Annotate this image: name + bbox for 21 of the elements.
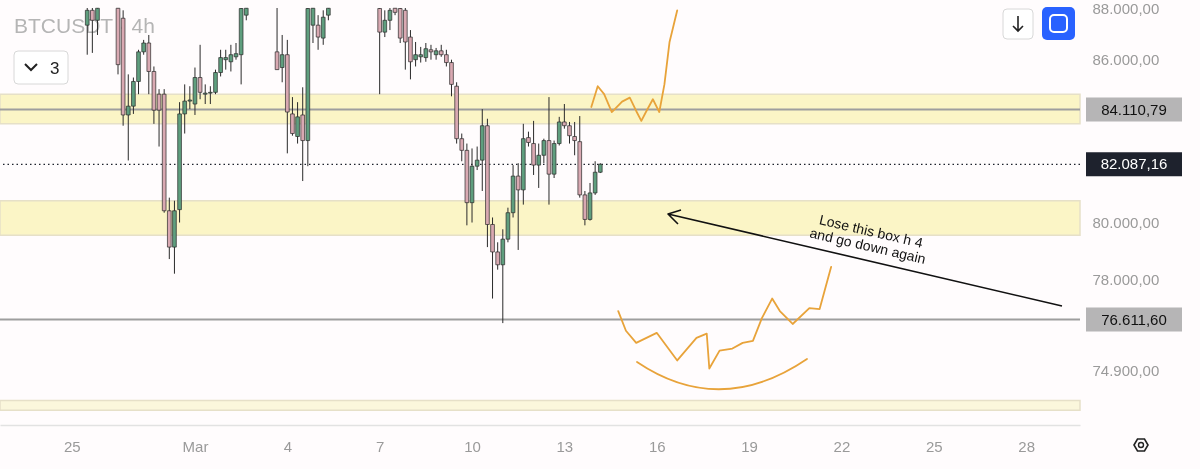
annotation: 3 (50, 59, 60, 78)
x-tick-label: 16 (648, 437, 666, 455)
x-tick-label: 25 (925, 437, 943, 455)
ref-line-label: 84.110,79 (1101, 100, 1167, 118)
y-tick-label: 80.000,00 (1092, 213, 1160, 231)
y-tick-label: 88.000,00 (1092, 0, 1160, 17)
x-tick-label: 19 (741, 437, 758, 455)
x-tick-label: 25 (63, 437, 81, 455)
x-tick-label: 7 (376, 437, 385, 455)
x-tick-label: 22 (833, 437, 851, 455)
y-tick-label: 78.000,00 (1092, 270, 1160, 288)
y-tick-label: 74.900,00 (1092, 361, 1160, 379)
x-tick-label: Mar (182, 437, 209, 455)
x-tick-label: 13 (556, 437, 574, 455)
ref-line-label: 82.087,16 (1100, 155, 1168, 173)
x-tick-label: 10 (464, 437, 481, 455)
x-tick-label: 4 (283, 437, 292, 455)
x-tick-label: 28 (1018, 437, 1035, 455)
y-tick-label: 86.000,00 (1092, 51, 1160, 69)
ref-line-label: 76.611,60 (1101, 310, 1167, 328)
annotation: Lose this box h 4 and go down again (808, 211, 928, 267)
